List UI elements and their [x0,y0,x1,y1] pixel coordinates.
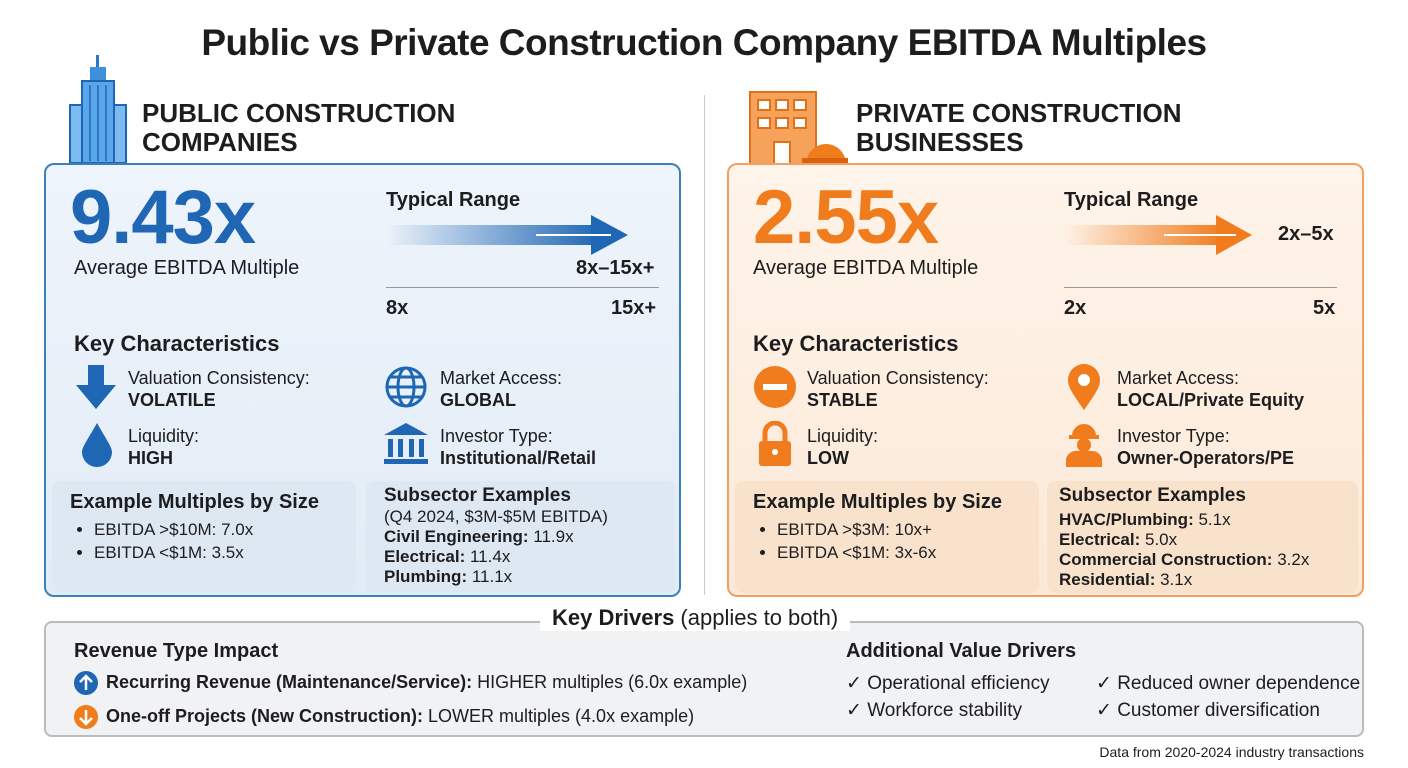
arrow-down-icon [76,365,116,409]
characteristic-market: Market Access: LOCAL/Private Equity [1117,368,1305,410]
arrow-up-circle-icon [74,671,98,695]
size-box: Example Multiples by Size EBITDA >$3M: 1… [735,481,1039,593]
minus-circle-icon [754,366,796,408]
key-drivers-title: Key Drivers (applies to both) [540,605,851,631]
characteristic-investor: Investor Type: Owner-Operators/PE [1117,426,1295,468]
key-characteristics-title: Key Characteristics [753,331,959,356]
small-building-hardhat-icon [749,91,848,164]
public-average: 9.43x [70,175,256,260]
characteristic-valuation: Valuation Consistency: VOLATILE [128,368,310,410]
range-axis [386,287,659,288]
page-title: Public vs Private Construction Company E… [201,22,1207,63]
private-average: 2.55x [753,175,939,260]
subsector-box: Subsector Examples (Q4 2024, $3M-$5M EBI… [366,481,675,593]
additional-title: Additional Value Drivers [846,640,1077,662]
range-max: 5x [1313,297,1336,319]
map-pin-icon [1068,364,1100,410]
revenue-recurring: Recurring Revenue (Maintenance/Service):… [106,672,748,692]
characteristic-liquidity: Liquidity: LOW [807,426,879,468]
divider [704,95,705,595]
water-drop-icon [82,423,112,467]
subsector-box: Subsector Examples HVAC/Plumbing: 5.1x E… [1047,481,1358,593]
range-arrow [1064,215,1252,255]
revenue-title: Revenue Type Impact [74,640,279,662]
range-arrow [386,215,628,255]
worker-icon [1066,424,1102,467]
revenue-oneoff: One-off Projects (New Construction): LOW… [106,706,695,726]
lock-icon [759,421,791,466]
range-axis [1064,287,1337,288]
check-item: ✓ Operational efficiency [846,673,1050,694]
characteristic-investor: Investor Type: Institutional/Retail [440,426,597,468]
key-characteristics-title: Key Characteristics [74,331,280,356]
check-item: ✓ Reduced owner dependence [1096,673,1361,694]
average-label: Average EBITDA Multiple [753,257,979,279]
characteristic-market: Market Access: GLOBAL [440,368,563,410]
range-min: 8x [386,297,409,319]
range-value: 2x–5x [1278,223,1334,245]
private-panel: 2.55x Average EBITDA Multiple Typical Ra… [727,163,1364,597]
globe-icon [385,366,427,408]
check-item: ✓ Workforce stability [846,700,1023,721]
check-item: ✓ Customer diversification [1096,700,1320,721]
public-heading: PUBLIC CONSTRUCTION COMPANIES [142,98,456,157]
range-value: 8x–15x+ [576,257,655,279]
key-drivers-box: Revenue Type Impact Recurring Revenue (M… [44,621,1364,737]
range-min: 2x [1064,297,1087,319]
characteristic-liquidity: Liquidity: HIGH [128,426,200,468]
range-title: Typical Range [1064,189,1199,211]
additional-col-2: ✓ Reduced owner dependence ✓ Customer div… [1096,670,1360,724]
characteristic-valuation: Valuation Consistency: STABLE [807,368,989,410]
average-label: Average EBITDA Multiple [74,257,300,279]
arrow-down-circle-icon [74,705,98,729]
bank-icon [384,423,428,464]
range-max: 15x+ [611,297,657,319]
skyscraper-icon [69,55,127,163]
range-title: Typical Range [386,189,521,211]
additional-col-1: ✓ Operational efficiency ✓ Workforce stab… [846,670,1050,724]
footnote: Data from 2020-2024 industry transaction… [1099,744,1364,760]
size-box: Example Multiples by Size EBITDA >$10M: … [52,481,356,593]
public-panel: 9.43x Average EBITDA Multiple Typical Ra… [44,163,681,597]
private-heading: PRIVATE CONSTRUCTION BUSINESSES [856,98,1182,157]
